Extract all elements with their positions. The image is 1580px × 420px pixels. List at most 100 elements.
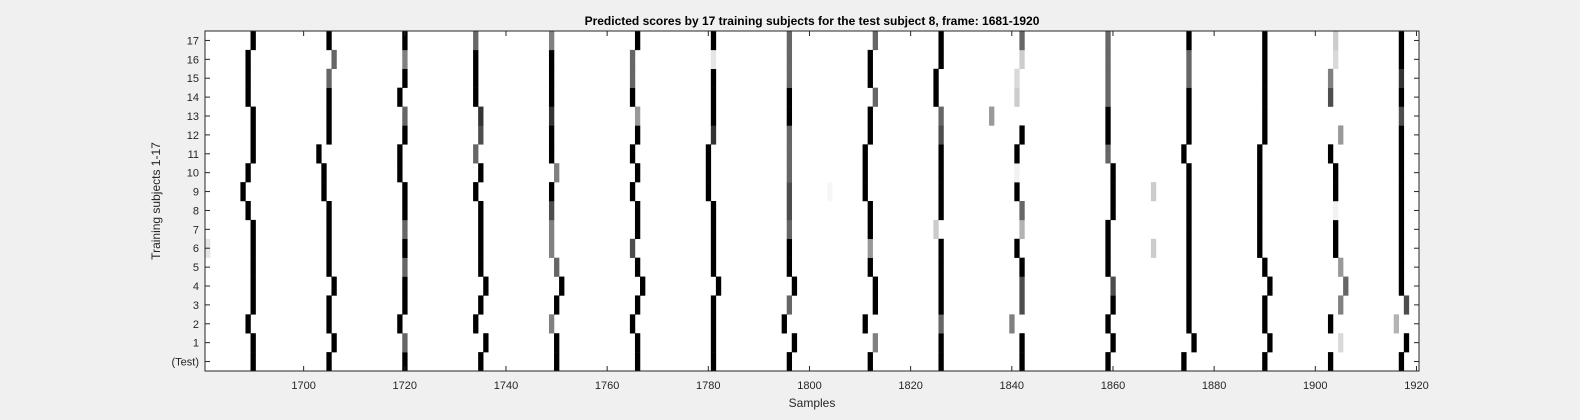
heatmap-cell <box>710 257 717 277</box>
heatmap-cells <box>205 31 1410 372</box>
heatmap-cell <box>548 31 555 51</box>
heatmap-cell <box>938 295 944 315</box>
heatmap-cell <box>397 144 403 164</box>
heatmap-cell <box>710 49 717 70</box>
heatmap-cell <box>1257 201 1263 221</box>
heatmap-cell <box>326 295 332 315</box>
heatmap-cell <box>1327 352 1334 372</box>
heatmap-cell <box>710 68 717 88</box>
heatmap-cell <box>1019 125 1025 145</box>
heatmap-cell <box>1186 276 1192 296</box>
heatmap-cell <box>1181 144 1187 164</box>
heatmap-cell <box>938 201 944 221</box>
heatmap-cell <box>1398 276 1405 296</box>
heatmap-cell <box>1019 49 1025 70</box>
heatmap-cell <box>483 276 489 296</box>
heatmap-cell <box>402 257 408 277</box>
heatmap-cell <box>867 106 873 126</box>
heatmap-cell <box>1343 276 1349 296</box>
heatmap-cell <box>1262 31 1268 51</box>
x-tick-label: 1720 <box>393 380 417 392</box>
heatmap-cell <box>478 106 484 126</box>
heatmap-cell <box>938 333 944 353</box>
heatmap-cell <box>640 276 646 296</box>
heatmap-cell <box>1333 238 1339 258</box>
heatmap-cell <box>321 163 327 183</box>
heatmap-cell <box>316 144 322 164</box>
heatmap-cell <box>933 87 939 107</box>
heatmap-cell <box>1014 144 1020 164</box>
heatmap-cell <box>938 106 944 126</box>
heatmap-cell <box>1105 87 1111 107</box>
heatmap-cell <box>1393 314 1400 334</box>
y-tick-label: 5 <box>193 262 199 274</box>
heatmap-cell <box>402 68 408 88</box>
heatmap-cell <box>1019 219 1025 240</box>
heatmap-cell <box>1327 68 1334 88</box>
heatmap-cell <box>629 182 636 202</box>
x-tick-label: 1740 <box>494 380 518 392</box>
heatmap-cell <box>473 314 479 334</box>
heatmap-cell <box>331 49 337 70</box>
heatmap-cell <box>1186 295 1192 315</box>
heatmap-cell <box>786 352 793 372</box>
heatmap-cell <box>1019 352 1025 372</box>
y-tick-label: 4 <box>193 281 199 293</box>
heatmap-cell <box>1150 182 1157 202</box>
heatmap-cell <box>559 276 565 296</box>
heatmap-cell <box>326 125 332 145</box>
x-tick-label: 1920 <box>1404 380 1428 392</box>
heatmap-cell <box>786 238 793 258</box>
heatmap-cell <box>1110 295 1116 315</box>
heatmap-cell <box>250 257 256 277</box>
heatmap-cell <box>326 87 332 107</box>
heatmap-cell <box>1333 201 1339 221</box>
heatmap-cell <box>862 163 868 183</box>
heatmap-cell <box>1019 333 1025 353</box>
heatmap-cell <box>250 31 256 51</box>
heatmap-cell <box>402 125 408 145</box>
heatmap-cell <box>938 238 944 258</box>
heatmap-cell <box>1186 106 1192 126</box>
heatmap-cell <box>548 49 555 70</box>
heatmap-cell <box>402 238 408 258</box>
heatmap-cell <box>1105 257 1111 277</box>
heatmap-cell <box>786 87 793 107</box>
heatmap-cell <box>1186 314 1192 334</box>
heatmap-cell <box>634 201 641 221</box>
heatmap-cell <box>548 238 555 258</box>
heatmap-cell <box>245 163 251 183</box>
heatmap-cell <box>1338 295 1344 315</box>
heatmap-cell <box>1262 257 1268 277</box>
x-tick-label: 1700 <box>291 380 315 392</box>
heatmap-cell <box>1186 257 1192 277</box>
y-tick-label: 2 <box>193 319 199 331</box>
heatmap-cell <box>548 106 555 126</box>
y-tick-label: 16 <box>187 54 199 66</box>
heatmap-cell <box>473 68 479 88</box>
heatmap-cell <box>402 295 408 315</box>
heatmap-cell <box>786 182 793 202</box>
x-tick-label: 1800 <box>797 380 821 392</box>
y-tick-label: 11 <box>188 149 199 161</box>
y-axis-label: Training subjects 1-17 <box>149 142 163 260</box>
heatmap-cell <box>1186 49 1192 70</box>
heatmap-cell <box>250 238 256 258</box>
heatmap-cell <box>705 182 712 202</box>
x-tick-label: 1900 <box>1303 380 1327 392</box>
heatmap-cell <box>473 182 479 202</box>
heatmap-cell <box>1105 125 1111 145</box>
heatmap-cell <box>938 125 944 145</box>
heatmap-cell <box>634 352 641 372</box>
heatmap-cell <box>331 333 337 353</box>
heatmap-cell <box>548 68 555 88</box>
heatmap-cell <box>786 106 793 126</box>
heatmap-cell <box>1262 314 1268 334</box>
heatmap-cell <box>250 276 256 296</box>
x-tick-label: 1860 <box>1101 380 1125 392</box>
y-tick-label: 6 <box>193 243 199 255</box>
heatmap-cell <box>989 106 995 126</box>
heatmap-cell <box>938 276 944 296</box>
heatmap-cell <box>786 49 793 70</box>
heatmap-cell <box>245 87 251 107</box>
